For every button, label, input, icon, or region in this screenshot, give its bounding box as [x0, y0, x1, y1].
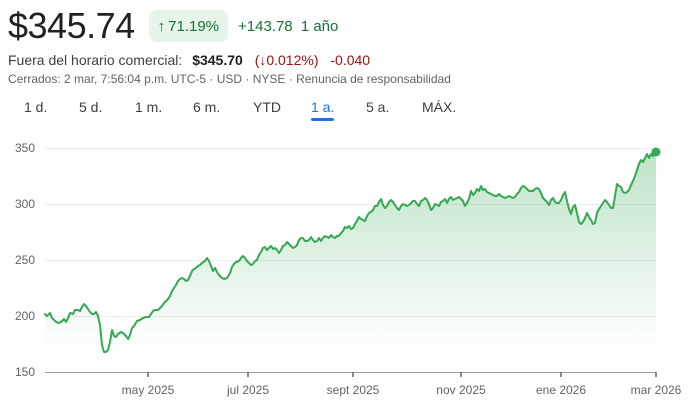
x-tick-ene-2026: ene 2026: [535, 383, 587, 397]
x-ticks: [147, 372, 657, 377]
after-hours-label: Fuera del horario comercial:: [8, 52, 183, 68]
market-status-row: Cerrados: 2 mar, 7:56:04 p.m. UTC-5 · US…: [8, 71, 451, 87]
y-tick-350: 350: [15, 141, 36, 155]
price-area: [45, 152, 656, 372]
change-absolute: +143.78: [238, 17, 293, 35]
market-status: Cerrados: 2 mar, 7:56:04 p.m. UTC-5 · US…: [8, 72, 297, 86]
x-tick-nov-2025: nov 2025: [436, 383, 486, 397]
change-percent-badge: ↑ 71.19%: [148, 10, 229, 42]
after-hours-price: $345.70: [192, 52, 243, 68]
change-absolute-group: +143.78 1 año: [238, 18, 338, 35]
after-hours-row: Fuera del horario comercial: $345.70 (↓0…: [8, 51, 370, 69]
y-tick-300: 300: [15, 197, 36, 211]
quote-header: $345.74 ↑ 71.19% +143.78 1 año: [8, 4, 338, 48]
tab-5-days[interactable]: 5 d.: [79, 99, 103, 115]
after-hours-percent: (↓0.012%): [254, 52, 319, 68]
y-tick-150: 150: [15, 365, 36, 379]
change-period: 1 año: [300, 17, 339, 35]
tab-1-month[interactable]: 1 m.: [135, 99, 163, 115]
tab-1-year[interactable]: 1 a.: [311, 96, 335, 124]
tab-max[interactable]: MÁX.: [422, 99, 457, 115]
y-tick-200: 200: [15, 309, 36, 323]
change-percent: 71.19%: [168, 17, 220, 35]
price-line: [44, 151, 657, 353]
x-tick-jul-2025: jul 2025: [226, 383, 270, 397]
tab-ytd[interactable]: YTD: [253, 99, 281, 115]
tab-6-months[interactable]: 6 m.: [193, 99, 221, 115]
after-hours-change: -0.040: [330, 52, 371, 68]
x-tick-mar-2026: mar 2026: [630, 383, 682, 397]
x-tick-sept-2025: sept 2025: [326, 383, 380, 397]
arrow-up-icon: ↑: [157, 17, 166, 35]
x-tick-may-2025: may 2025: [121, 383, 175, 397]
tab-5-years[interactable]: 5 a.: [366, 99, 390, 115]
y-tick-250: 250: [15, 253, 36, 267]
last-price-dot: [651, 147, 661, 157]
current-price: $345.74: [8, 5, 135, 46]
disclaimer-link[interactable]: Renuncia de responsabilidad: [296, 72, 451, 86]
tab-1-day[interactable]: 1 d.: [24, 99, 48, 115]
